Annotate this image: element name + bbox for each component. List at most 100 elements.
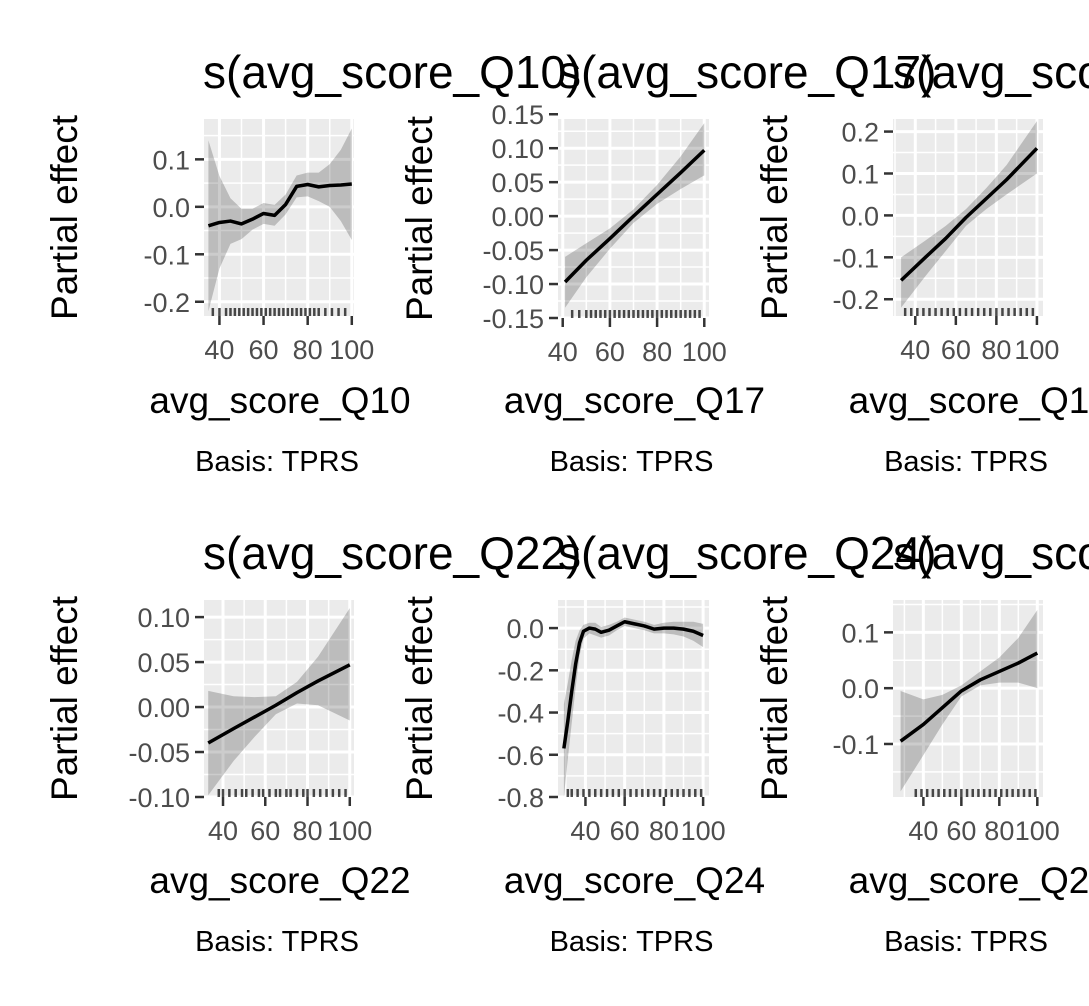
y-tick-label: -0.10: [128, 783, 190, 813]
y-tick-label: -0.1: [143, 240, 190, 270]
y-tick-label: 0.0: [506, 614, 544, 644]
y-tick-label: -0.2: [497, 656, 544, 686]
y-tick-label: -0.4: [497, 699, 544, 729]
y-tick-label: -0.6: [497, 741, 544, 771]
smooth-line: [899, 651, 1039, 743]
y-tick-label: -0.05: [482, 236, 544, 266]
x-tick-label: 60: [595, 337, 625, 367]
y-tick-label: 0.0: [152, 193, 190, 223]
grid: [204, 119, 354, 316]
panel-1: 40 60 80 100 -0.2 -0.1 0.0 0.1 s(avg_score_Q10)a…: [44, 46, 581, 478]
basis-caption: Basis: TPRS: [195, 926, 359, 958]
y-axis-title: Partial effect: [754, 114, 795, 320]
confidence-band: [563, 617, 704, 797]
y-tick-label: 0.10: [137, 603, 190, 633]
panel-title: s(avg_score_Q10): [203, 46, 581, 98]
x-axis-title: avg_score_Q24: [504, 860, 765, 901]
y-tick-label: 0.05: [137, 648, 190, 678]
y-tick-label: -0.10: [482, 270, 544, 300]
y-tick-label: 0.15: [491, 100, 544, 130]
y-tick-label: -0.15: [482, 304, 544, 334]
x-tick-label: 60: [250, 816, 280, 846]
panel-title: s(avg_score_Q17): [558, 46, 936, 98]
panel-4: 40 60 80 100 -0.10 -0.05 0.00 0.05 0.10 s(avg_sco…: [44, 527, 581, 958]
x-axis-title: avg_score_Q22: [149, 860, 410, 901]
y-tick-label: -0.2: [143, 288, 190, 318]
y-tick-label: 0.0: [841, 674, 879, 704]
x-tick-label: 40: [570, 816, 600, 846]
basis-caption: Basis: TPRS: [884, 926, 1048, 958]
data-layer: [899, 610, 1039, 792]
smooth-line: [207, 663, 351, 745]
x-tick-label: 100: [681, 816, 726, 846]
smooth-line: [563, 148, 706, 284]
x-tick-label: 40: [204, 335, 234, 365]
y-tick-label: 0.0: [841, 201, 879, 231]
y-axis-title: Partial effect: [754, 595, 795, 801]
basis-caption: Basis: TPRS: [884, 446, 1048, 478]
y-tick-label: -0.1: [832, 243, 879, 273]
x-tick-label: 100: [1014, 335, 1059, 365]
grid: [558, 600, 709, 797]
y-tick-label: -0.1: [832, 730, 879, 760]
y-tick-label: 0.00: [491, 202, 544, 232]
panel-title: s(avg_score_Q: [893, 46, 1089, 98]
x-axis-title: avg_score_Q2: [849, 860, 1089, 901]
x-tick-label: 40: [548, 337, 578, 367]
x-axis-title: avg_score_Q10: [149, 380, 410, 421]
x-tick-label: 60: [946, 816, 976, 846]
y-axis-title: Partial effect: [44, 595, 85, 801]
data-layer: [563, 123, 706, 308]
x-tick-label: 80: [642, 337, 672, 367]
y-axis-title: Partial effect: [399, 595, 440, 801]
smooth-line: [562, 619, 704, 749]
basis-caption: Basis: TPRS: [195, 446, 359, 478]
y-tick-label: 0.1: [841, 618, 879, 648]
smooth-line: [899, 147, 1039, 282]
x-tick-label: 60: [941, 335, 971, 365]
data-layer: [207, 608, 351, 796]
data-layer: [207, 128, 352, 312]
x-tick-label: 60: [249, 335, 279, 365]
grid: [204, 600, 354, 797]
x-tick-label: 100: [1015, 816, 1060, 846]
basis-caption: Basis: TPRS: [550, 926, 714, 958]
grid: [558, 119, 709, 318]
confidence-band: [208, 128, 352, 312]
y-tick-label: -0.2: [832, 285, 879, 315]
x-tick-label: 100: [329, 335, 374, 365]
data-layer: [562, 617, 704, 797]
x-tick-label: 80: [984, 816, 1014, 846]
y-tick-label: -0.8: [497, 783, 544, 813]
smooth-line: [207, 182, 352, 228]
x-axis-title: avg_score_Q17: [504, 380, 765, 421]
y-tick-label: 0.10: [491, 134, 544, 164]
x-tick-label: 100: [327, 816, 372, 846]
data-layer: [899, 121, 1039, 308]
x-tick-label: 80: [981, 335, 1011, 365]
panel-title: s(avg_score_Q22): [203, 527, 581, 579]
y-tick-label: 0.05: [491, 168, 544, 198]
y-axis-title: Partial effect: [399, 115, 440, 321]
confidence-band: [900, 610, 1038, 792]
y-tick-label: 0.1: [841, 159, 879, 189]
x-tick-label: 60: [610, 816, 640, 846]
panel-title: s(avg_score_Q24): [558, 527, 936, 579]
panel-title: s(avg_score_Q: [893, 527, 1089, 579]
grid: [893, 600, 1043, 797]
panel-2: 40 60 80 100 -0.15 -0.10 -0.05 0.00 0.05 0.10 0.15…: [399, 46, 936, 478]
y-tick-label: 0.1: [152, 145, 190, 175]
x-tick-label: 80: [649, 816, 679, 846]
y-tick-label: 0.2: [841, 118, 879, 148]
y-tick-label: 0.00: [137, 693, 190, 723]
panel-5: 40 60 80 100 -0.8 -0.6 -0.4 -0.2 0.0 s(avg_score_…: [399, 527, 936, 958]
x-tick-label: 80: [293, 335, 323, 365]
y-axis-title: Partial effect: [44, 114, 85, 320]
basis-caption: Basis: TPRS: [550, 446, 714, 478]
x-tick-label: 100: [682, 337, 727, 367]
x-axis-title: avg_score_Q1: [849, 380, 1089, 421]
x-tick-label: 40: [208, 816, 238, 846]
